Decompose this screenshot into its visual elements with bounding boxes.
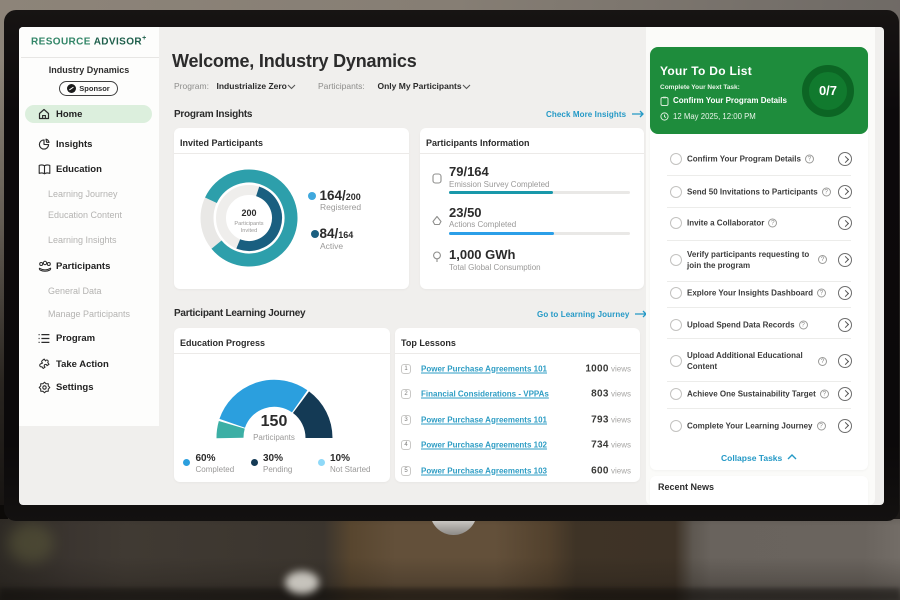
- svg-text:Participants: Participants: [234, 221, 263, 227]
- svg-text:200: 200: [241, 208, 256, 218]
- svg-text:Invited: Invited: [241, 228, 257, 234]
